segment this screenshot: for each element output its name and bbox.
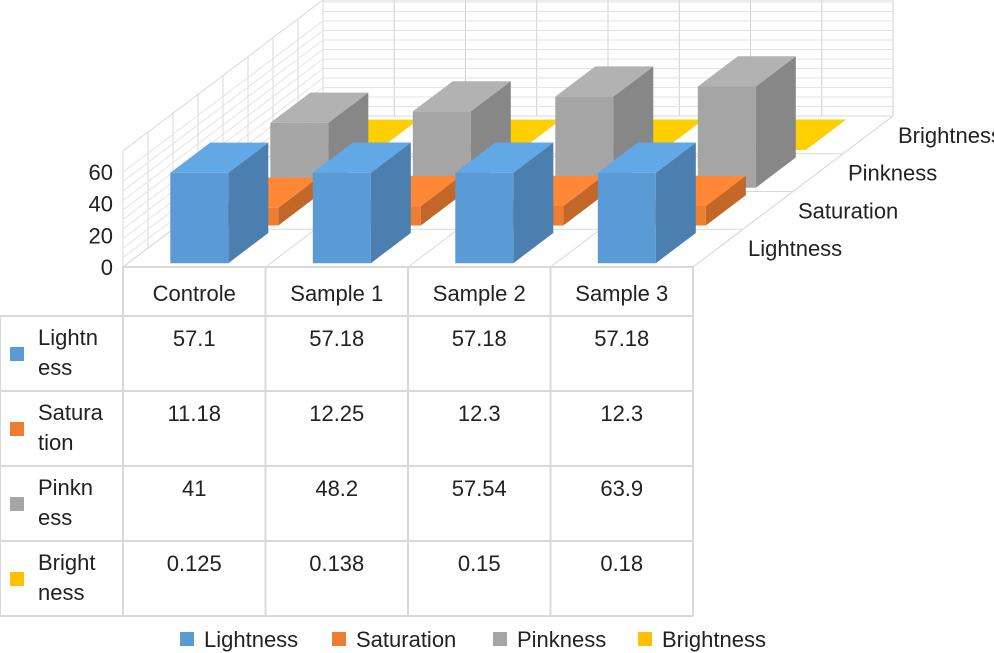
bar [597,142,696,264]
table-header-cell: Sample 3 [575,281,668,306]
bar-top-face [697,56,796,87]
bar-side-face [705,175,746,226]
legend-swatch [638,632,652,646]
bar-front-face [270,122,329,188]
bar-side-face [655,142,696,264]
bar [455,142,554,264]
legend-swatch [180,632,194,646]
table-value-cell: 0.18 [600,551,643,576]
side-wall-minor-gridline [122,30,324,182]
bar-side-face [663,119,704,150]
bar-front-face [312,172,371,264]
legend: Lightness Saturation Pinkness Brightness [180,627,766,652]
legend-swatch [332,632,346,646]
bar-side-face [520,119,561,150]
legend-label: Lightness [204,627,298,652]
y-tick-label: 40 [89,192,113,217]
bar-side-face [278,177,319,226]
bar-top-face [412,81,511,112]
table-value-cell: 0.15 [458,551,501,576]
depth-axis-label: Lightness [748,236,842,261]
table-value-cell: 11.18 [168,401,221,426]
table-value-cell: 57.1 [173,326,216,351]
bar-front-face [170,172,229,264]
table-header-cell: Sample 1 [290,281,383,306]
depth-axis-label: Brightness [898,123,994,148]
legend-key-swatch [10,497,24,511]
y-tick-label: 20 [89,223,113,248]
bar [170,142,269,264]
bar [697,56,796,188]
table-header-cell: Sample 2 [433,281,526,306]
table-row-label: Bright [38,550,95,575]
y-tick-label: 60 [89,160,113,185]
table-row-label: ess [38,505,72,530]
bar [312,142,411,264]
table-row-label: Lightn [38,325,98,350]
bar-side-face [228,142,269,264]
legend-key-swatch [10,347,24,361]
data-table: Controle Sample 1 Sample 2 Sample 3 Lightn es… [0,266,694,617]
table-row-label: ness [38,580,84,605]
legend-label: Saturation [356,627,456,652]
legend-label: Brightness [662,627,766,652]
bar-front-face [555,96,614,188]
legend-label: Pinkness [517,627,606,652]
bar-front-face [697,86,756,188]
bar-side-face [755,56,796,188]
bar-side-face [805,119,846,150]
depth-axis-label: Saturation [798,198,898,223]
side-wall-minor-gridline [122,20,324,173]
table-value-cell: 57.18 [452,326,507,351]
bar-side-face [563,175,604,226]
table-value-cell: 0.138 [309,551,364,576]
depth-axis-label: Pinkness [848,161,937,186]
bar-top-face [270,92,369,123]
bar-top-face [170,142,269,173]
table-row-label: Pinkn [38,475,93,500]
side-wall-minor-gridline [122,58,324,211]
bar-top-face [312,142,411,173]
table-value-cell: 57.54 [452,476,507,501]
y-tick-label: 0 [101,255,113,280]
y-axis: 0 20 40 60 [89,160,113,280]
table-header-cell: Controle [153,281,236,306]
table-value-cell: 57.18 [594,326,649,351]
bar-front-face [597,172,656,264]
table-value-cell: 57.18 [309,326,364,351]
table-value-cell: 0.125 [167,551,222,576]
bar-side-face [370,142,411,264]
legend-swatch [493,632,507,646]
bar-top-face [555,66,654,97]
table-row-label: Satura [38,400,104,425]
bar-front-face [455,172,514,264]
bar-side-face [378,119,419,150]
bar-top-face [455,142,554,173]
table-row-label: tion [38,430,73,455]
legend-key-swatch [10,572,24,586]
side-wall-minor-gridline [122,49,324,201]
bar-top-face [597,142,696,173]
depth-axis: Lightness Saturation Pinkness Brightness [748,123,994,261]
table-value-cell: 63.9 [600,476,643,501]
table-row-label: ess [38,355,72,380]
table-value-cell: 12.3 [458,401,501,426]
side-wall-minor-gridline [122,39,324,192]
table-value-cell: 12.25 [309,401,364,426]
bars [170,56,846,264]
table-value-cell: 41 [182,476,206,501]
table-value-cell: 12.3 [600,401,643,426]
bar-front-face [412,111,471,188]
bar-side-face [513,142,554,264]
legend-key-swatch [10,422,24,436]
bar-side-face [420,175,461,226]
table-value-cell: 48.2 [315,476,358,501]
